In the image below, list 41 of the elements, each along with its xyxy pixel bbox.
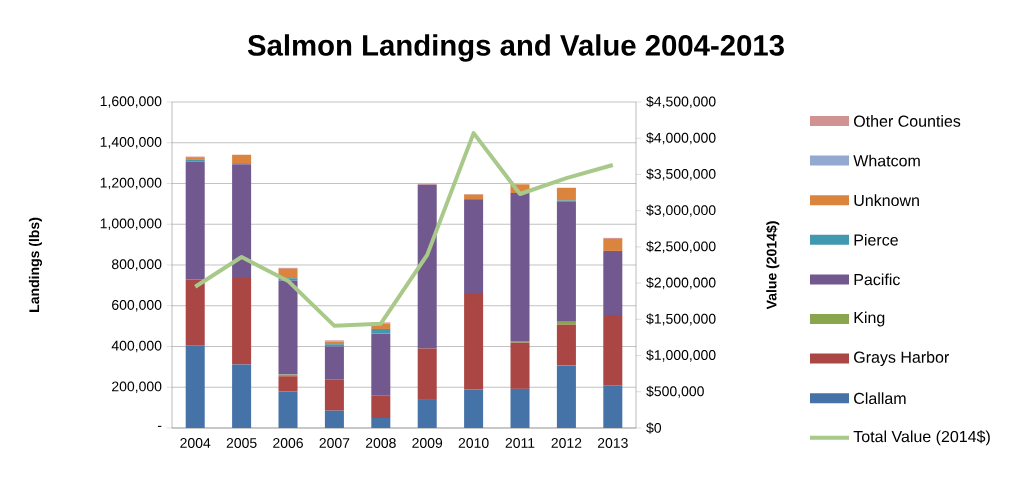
- y2-axis-title: Value (2014$): [766, 221, 780, 310]
- y-tick-label: -: [157, 425, 162, 427]
- x-tick-label: 2006: [273, 438, 303, 448]
- y-tick-label: 400,000: [111, 340, 162, 353]
- x-tick-label: 2004: [180, 438, 211, 448]
- x-tick-label: 2011: [505, 438, 535, 448]
- y2-tick-label: $4,500,000: [646, 95, 716, 109]
- y2-tick-label: $0: [646, 422, 662, 434]
- y2-tick-label: $500,000: [646, 385, 704, 398]
- y-tick-label: 800,000: [111, 259, 162, 271]
- legend-label: Total Value (2014$): [853, 430, 990, 446]
- legend-label: Grays Harbor: [854, 351, 949, 367]
- y-tick-label: 1,200,000: [100, 177, 162, 190]
- y-tick-label: 1,600,000: [100, 96, 162, 108]
- y2-tick-label: $4,000,000: [646, 132, 716, 145]
- y-axis-title: Landings (lbs): [28, 217, 43, 312]
- y-tick-label: 600,000: [112, 299, 162, 312]
- legend-label: Whatcom: [853, 154, 920, 167]
- y2-tick-label: $3,000,000: [646, 204, 716, 217]
- y-tick-label: 200,000: [112, 381, 162, 394]
- x-tick-label: 2008: [365, 438, 396, 448]
- y2-tick-label: $1,500,000: [646, 313, 716, 326]
- y2-tick-label: $2,000,000: [646, 277, 716, 290]
- y2-tick-label: $2,500,000: [646, 240, 716, 253]
- y-tick-label: 1,000,000: [100, 218, 162, 231]
- x-tick-label: 2005: [226, 438, 257, 448]
- y2-tick-label: $1,000,000: [646, 349, 716, 362]
- legend-label: Pacific: [854, 273, 900, 286]
- x-tick-label: 2013: [597, 438, 628, 448]
- legend-label: King: [854, 311, 885, 327]
- x-tick-label: 2007: [319, 438, 350, 448]
- y-tick-label: 1,400,000: [100, 136, 162, 149]
- legend-label: Clallam: [854, 392, 906, 405]
- x-tick-label: 2012: [551, 438, 582, 448]
- x-tick-label: 2010: [458, 438, 489, 448]
- legend-label: Other Counties: [854, 115, 961, 127]
- legend-label: Pierce: [854, 233, 898, 246]
- legend-label: Unknown: [854, 194, 919, 207]
- x-tick-label: 2009: [412, 438, 443, 448]
- y2-tick-label: $3,500,000: [646, 168, 716, 181]
- chart-title: Salmon Landings and Value 2004-2013: [247, 34, 784, 62]
